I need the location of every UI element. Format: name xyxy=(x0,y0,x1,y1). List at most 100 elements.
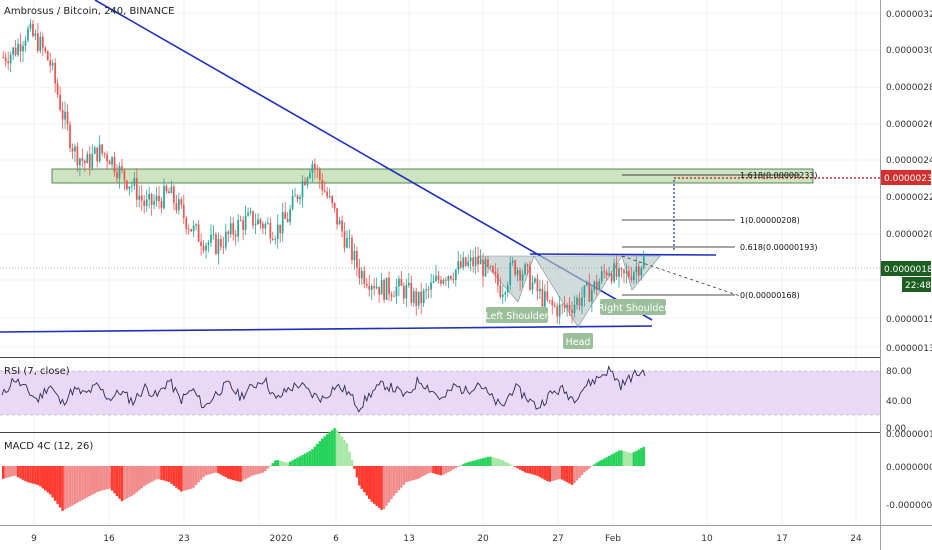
macd-bar xyxy=(303,453,307,466)
macd-bar xyxy=(360,466,364,489)
macd-bar xyxy=(548,466,552,482)
macd-bar xyxy=(523,466,527,473)
macd-bar xyxy=(36,466,40,485)
macd-bar xyxy=(338,433,341,466)
candle-body xyxy=(106,154,108,162)
candle-body xyxy=(380,280,383,295)
candle-body xyxy=(356,250,358,268)
candle-body xyxy=(474,256,477,267)
macd-bar xyxy=(264,466,267,472)
time-tick-13: 13 xyxy=(403,534,414,544)
macd-bar xyxy=(533,466,537,476)
candle-body xyxy=(59,94,61,110)
macd-bar xyxy=(34,466,37,485)
candle-body xyxy=(519,270,521,281)
macd-bar xyxy=(598,461,601,466)
chart-title: Ambrosus / Bitcoin, 240, BINANCE xyxy=(4,6,174,17)
candle-body xyxy=(494,272,497,275)
candle-body xyxy=(148,193,151,200)
macd-bar xyxy=(607,455,611,466)
macd-bar xyxy=(14,466,17,476)
candle-body xyxy=(318,169,321,181)
macd-bar xyxy=(162,466,166,481)
candle-body xyxy=(548,299,551,301)
macd-bar xyxy=(98,466,101,492)
macd-bar xyxy=(380,466,383,510)
macd-bar xyxy=(615,451,618,466)
candle-body xyxy=(590,289,593,302)
macd-bar xyxy=(246,466,250,478)
macd-bar xyxy=(630,453,633,466)
macd-bar xyxy=(427,466,430,474)
candle-body xyxy=(566,305,568,308)
macd-bar xyxy=(343,439,346,466)
candle-body xyxy=(266,222,269,224)
macd-bar xyxy=(204,466,208,476)
candle-body xyxy=(583,285,586,298)
macd-bar xyxy=(182,466,186,491)
candle-body xyxy=(264,223,267,229)
candle-body xyxy=(358,267,361,279)
macd-bar xyxy=(521,466,524,472)
macd-bar xyxy=(496,458,500,466)
candle-body xyxy=(163,185,165,209)
candle-body xyxy=(76,146,79,166)
price-pane: 1.618(0.00000233) 1(0.00000208) 0.618(0.… xyxy=(0,0,880,349)
candle-body xyxy=(254,224,257,226)
candle-body xyxy=(467,261,470,266)
target-price-tag xyxy=(881,170,931,185)
rsi-pane: RSI (7, close) xyxy=(0,365,880,416)
candle-body xyxy=(301,180,304,198)
candle-body xyxy=(432,281,435,283)
macd-bar xyxy=(536,466,539,476)
candle-body xyxy=(153,201,155,205)
candle-body xyxy=(403,285,405,299)
candle-body xyxy=(563,304,566,308)
macd-bar xyxy=(392,466,396,496)
candle-body xyxy=(187,228,190,230)
candle-body xyxy=(165,185,168,192)
candle-body xyxy=(553,305,556,307)
macd-bar xyxy=(259,466,262,474)
candle-body xyxy=(81,158,84,161)
macd-bar xyxy=(276,460,279,466)
candle-body xyxy=(588,282,591,302)
macd-bar xyxy=(466,462,470,466)
macd-bar xyxy=(192,466,195,488)
macd-bar xyxy=(180,466,183,492)
candle-body xyxy=(177,199,180,211)
macd-bar xyxy=(227,466,230,479)
candle-body xyxy=(321,180,324,191)
macd-bar xyxy=(21,466,25,480)
macd-bar xyxy=(575,466,579,481)
time-tick-17: 17 xyxy=(776,534,787,544)
candle-body xyxy=(269,222,272,239)
macd-bar xyxy=(2,466,5,479)
candle-body xyxy=(365,283,368,286)
macd-bar xyxy=(308,450,312,466)
head-label-bg xyxy=(563,333,593,349)
macd-bar xyxy=(449,466,453,471)
candle-body xyxy=(412,291,415,303)
macd-bar xyxy=(578,466,581,478)
macd-bar xyxy=(555,466,559,480)
countdown-label: 22:48 xyxy=(905,281,931,291)
macd-bar xyxy=(283,462,287,466)
macd-bar xyxy=(293,458,297,466)
macd-bar xyxy=(189,466,193,489)
candle-body xyxy=(210,234,212,243)
candle-body xyxy=(417,291,420,306)
time-axis[interactable]: 9 16 23 2020 6 13 20 27 Feb 10 17 24 xyxy=(31,534,862,544)
macd-bar xyxy=(513,466,517,468)
candle-body xyxy=(41,36,44,48)
macd-bar xyxy=(476,459,480,466)
macd-bar xyxy=(531,466,534,475)
macd-bar xyxy=(9,466,12,477)
candle-body xyxy=(155,195,158,202)
macd-bar xyxy=(321,438,324,466)
candle-body xyxy=(279,224,282,234)
candle-body xyxy=(173,186,175,204)
